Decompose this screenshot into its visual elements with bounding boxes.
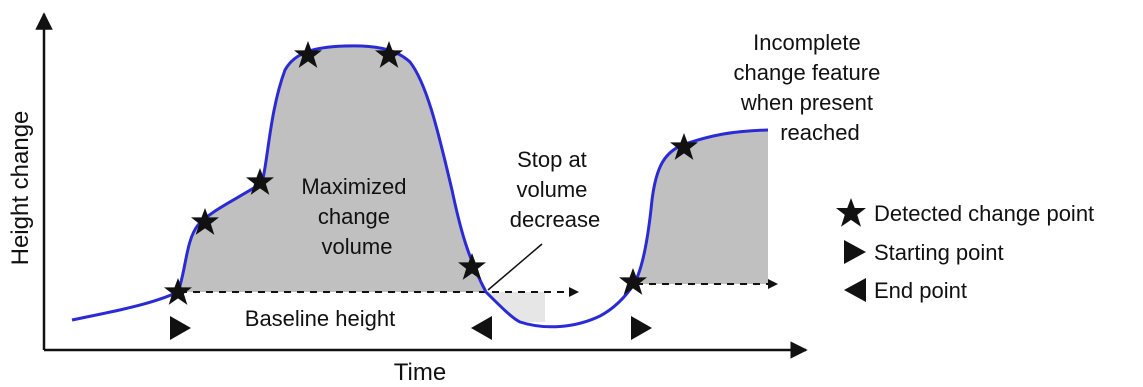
- legend-end-label: End point: [874, 278, 967, 303]
- stop-at-decrease-label: Stop at volume decrease: [510, 147, 601, 232]
- legend: Detected change point Starting point End…: [836, 198, 1094, 303]
- legend-detected-label: Detected change point: [874, 201, 1094, 226]
- baseline-height-label: Baseline height: [245, 306, 395, 331]
- starting-point-marker-icon: [170, 316, 191, 340]
- height-change-curve: [71, 44, 769, 329]
- end-point-marker-icon: [471, 316, 492, 340]
- incomplete-feature-area: [634, 130, 768, 284]
- maximized-change-volume-area: [178, 45, 486, 292]
- legend-starting-point-icon: [844, 240, 866, 264]
- volume-decrease-area: [486, 292, 545, 322]
- y-axis-title: Height change: [7, 111, 34, 266]
- legend-star-icon: [836, 198, 866, 227]
- legend-starting-label: Starting point: [874, 240, 1004, 265]
- starting-point-marker-icon: [631, 316, 652, 340]
- incomplete-feature-label: Incomplete change feature when present r…: [734, 30, 887, 145]
- legend-end-point-icon: [844, 278, 866, 302]
- x-axis-title: Time: [394, 359, 446, 386]
- maximized-volume-label: Maximized change volume: [301, 174, 412, 259]
- stop-annotation-leader: [487, 243, 543, 291]
